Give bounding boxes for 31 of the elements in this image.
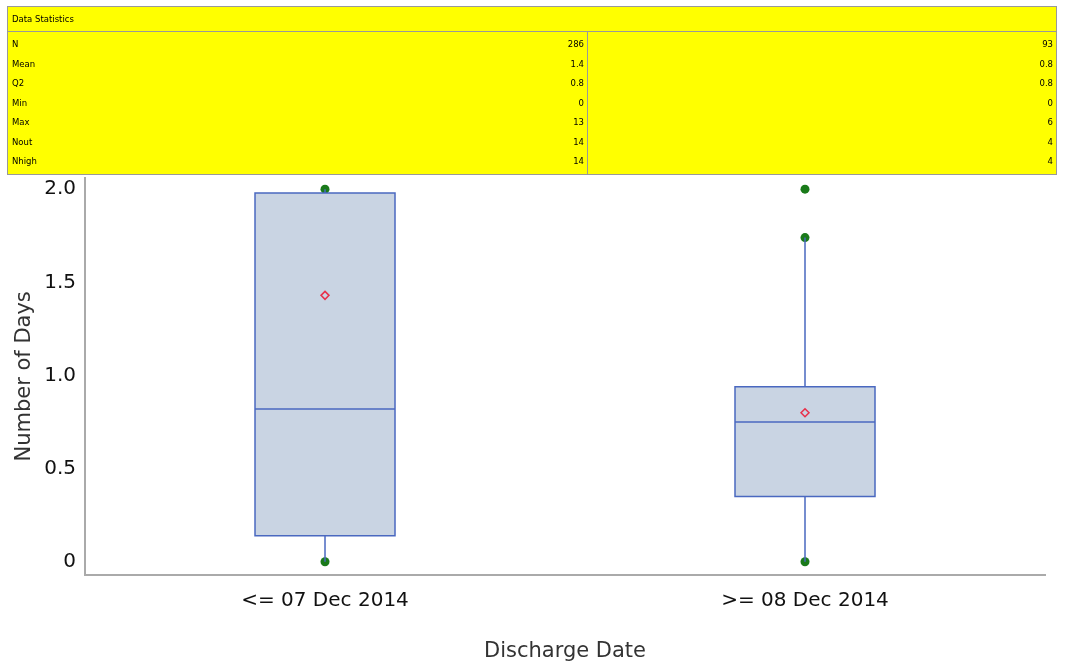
text: Max [12,116,31,129]
y-tick-label: 0 [63,547,77,572]
text: Nhigh [12,155,38,168]
text: 0.8 [569,77,584,90]
text: Data Statistics [8,7,1056,32]
text: N [12,38,20,51]
y-tick-label: 1.0 [44,361,77,386]
y-tick-label: 1.5 [44,268,77,293]
text: 4 [1046,135,1053,149]
text: Q2 [12,77,26,90]
y-tick-label: 0.5 [44,454,77,479]
text: 4 [1046,155,1053,168]
x-tick-label: >= 08 Dec 2014 [721,587,889,611]
text: 14 [572,135,584,149]
text: 0 [1046,96,1053,110]
text: 6 [1046,116,1053,129]
text: 13 [572,116,584,129]
x-axis-title: Discharge Date [483,637,647,662]
text: Min [12,96,29,110]
text: Nout [12,135,34,149]
text: 1.4 [569,57,584,71]
text: 93 [1041,38,1053,51]
text: 0 [577,96,584,110]
x-tick-label: <= 07 Dec 2014 [241,587,409,611]
text: Mean [12,57,37,71]
text: 286 [566,38,584,51]
y-axis-title: Number of Days [11,291,36,462]
text: 0.8 [1038,77,1053,90]
text: 0.8 [1038,57,1053,71]
text: 14 [572,155,584,168]
y-tick-label: 2.0 [44,175,77,200]
